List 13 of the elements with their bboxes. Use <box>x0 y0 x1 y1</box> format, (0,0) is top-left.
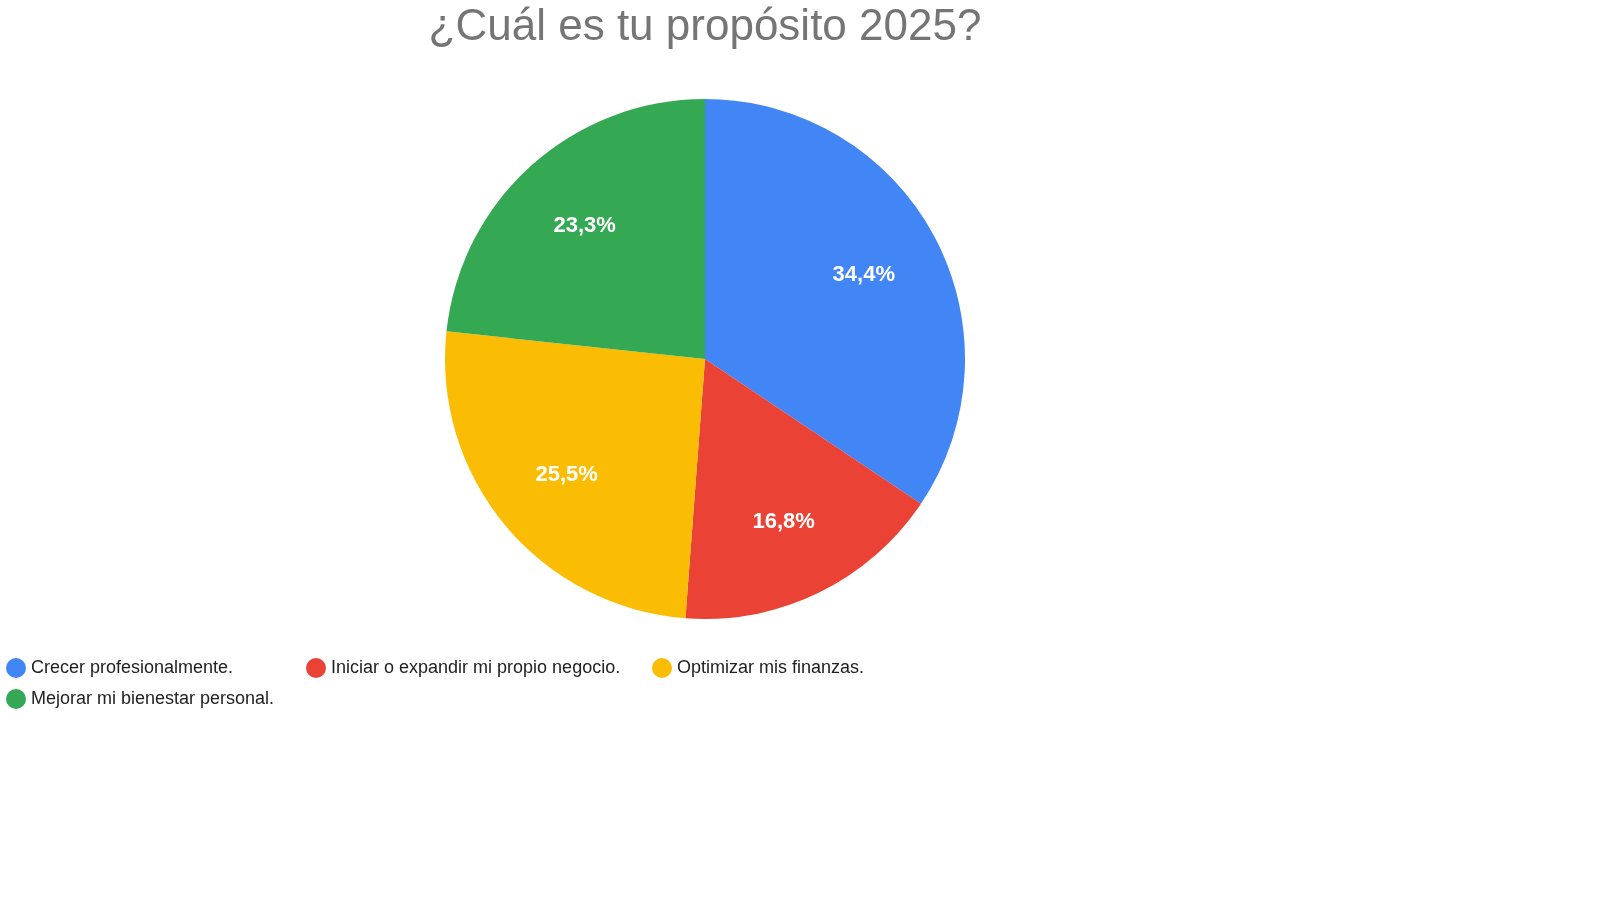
pie-slice <box>685 359 921 619</box>
chart-title: ¿Cuál es tu propósito 2025? <box>428 0 982 49</box>
data-label: 16,8% <box>752 507 815 533</box>
data-label: 34,4% <box>832 261 896 287</box>
legend-label: Optimizar mis finanzas. <box>677 657 865 677</box>
legend-label: Crecer profesionalmente. <box>31 657 234 677</box>
data-label: 23,3% <box>553 212 616 238</box>
pie-slice <box>445 331 705 619</box>
legend-label: Mejorar mi bienestar personal. <box>31 688 275 708</box>
data-label: 25,5% <box>535 461 598 487</box>
legend-label: Iniciar o expandir mi propio negocio. <box>331 657 621 677</box>
pie-slice <box>705 99 965 504</box>
pie-slice <box>446 99 705 359</box>
